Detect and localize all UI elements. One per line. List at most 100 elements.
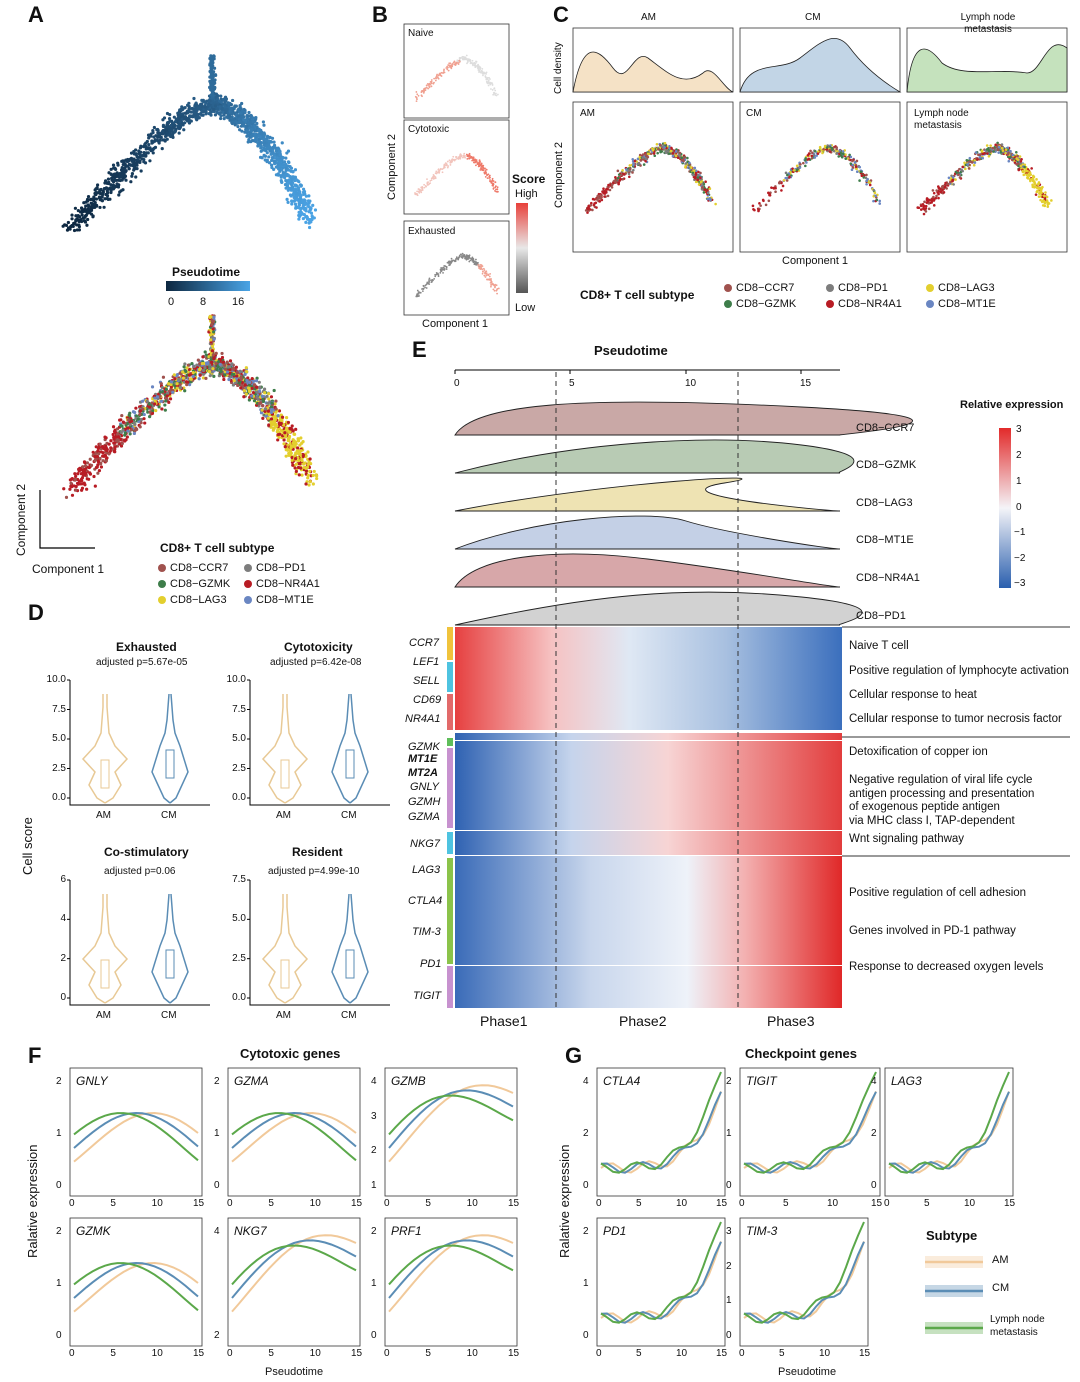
cell-dot: [283, 431, 287, 435]
cell-dot: [267, 135, 272, 140]
b-dot: [494, 94, 497, 96]
c-dot: [923, 200, 926, 204]
cell-dot: [166, 391, 170, 395]
b-dot: [458, 59, 461, 62]
cell-dot: [153, 396, 157, 400]
b-dot: [465, 254, 468, 257]
cell-dot: [201, 355, 205, 359]
cell-dot: [294, 462, 299, 466]
cell-dot: [245, 129, 249, 133]
c-dot: [632, 163, 635, 167]
cell-dot: [160, 385, 165, 390]
cell-dot: [244, 392, 248, 396]
b-dot: [471, 59, 474, 62]
b-dot: [447, 69, 450, 72]
b-dot: [483, 269, 486, 272]
b-dot: [430, 177, 433, 180]
c-dot: [947, 176, 951, 180]
b-dot: [418, 188, 421, 191]
cell-dot: [255, 376, 259, 380]
b-dot: [487, 84, 490, 87]
b-dot: [422, 92, 425, 94]
b-dot: [494, 89, 497, 92]
cell-dot: [165, 394, 169, 398]
c-dot: [951, 175, 955, 179]
cell-dot: [110, 177, 114, 181]
b-dot: [492, 188, 495, 190]
cell-dot: [211, 353, 215, 357]
cell-dot: [89, 197, 93, 201]
cell-dot: [177, 377, 181, 381]
b-dot: [467, 154, 470, 157]
b-dot: [450, 257, 453, 260]
b-dot: [472, 64, 474, 67]
c-dot: [961, 169, 964, 173]
cell-dot: [101, 189, 105, 193]
b-dot: [445, 162, 447, 165]
b-dot: [478, 267, 480, 269]
cell-dot: [138, 409, 142, 413]
c-dot: [855, 170, 859, 174]
c-dot: [598, 200, 602, 203]
b-dot: [453, 60, 456, 63]
cell-dot: [254, 385, 259, 389]
c-dot: [841, 150, 845, 153]
cell-dot: [81, 465, 85, 469]
c-dot: [980, 149, 984, 153]
cell-dot: [149, 149, 153, 153]
cell-dot: [231, 383, 235, 387]
b-dot: [477, 161, 480, 164]
cell-dot: [141, 407, 145, 411]
b-dot: [490, 285, 492, 288]
cell-dot: [214, 361, 218, 365]
cell-dot: [80, 210, 84, 214]
cell-dot: [279, 428, 283, 432]
cell-dot: [287, 451, 291, 456]
cell-dot: [197, 368, 202, 372]
c-dot: [628, 164, 632, 167]
c-dot: [958, 176, 962, 179]
cell-dot: [230, 121, 235, 126]
b-dot: [491, 177, 494, 180]
c-dot: [610, 183, 614, 187]
cell-dot: [226, 365, 230, 369]
b-dot: [439, 168, 442, 171]
cell-dot: [82, 468, 86, 472]
b-dot: [421, 95, 423, 98]
cell-dot: [86, 195, 91, 199]
b-dot: [435, 170, 438, 173]
cell-dot: [208, 99, 212, 103]
cell-dot: [184, 380, 189, 384]
cell-dot: [148, 410, 152, 414]
cell-dot: [280, 141, 284, 145]
c-dot: [694, 180, 698, 184]
cell-dot: [267, 397, 271, 401]
cell-dot: [209, 75, 213, 79]
cell-dot: [285, 151, 289, 155]
cell-dot: [169, 385, 173, 389]
cell-dot: [89, 463, 94, 467]
cell-dot: [286, 160, 291, 164]
cell-dot: [96, 183, 100, 187]
c-dot: [854, 165, 858, 169]
cell-dot: [302, 189, 307, 194]
cell-dot: [219, 94, 223, 98]
cell-dot: [252, 399, 257, 403]
c-dot: [849, 155, 853, 159]
b-dot: [438, 171, 440, 174]
c-dot: [1041, 185, 1044, 189]
cell-dot: [123, 166, 127, 170]
cell-dot: [172, 115, 176, 119]
cell-dot: [273, 402, 277, 406]
cell-dot: [296, 186, 301, 190]
b-dot: [423, 87, 426, 90]
cell-dot: [165, 111, 170, 116]
c-dot: [780, 189, 783, 192]
c-dot: [932, 204, 936, 207]
c-dot: [784, 176, 787, 180]
b-dot: [427, 181, 430, 184]
cell-dot: [98, 442, 102, 446]
c-dot: [633, 159, 637, 163]
cell-dot: [135, 163, 139, 167]
cell-dot: [101, 446, 105, 450]
